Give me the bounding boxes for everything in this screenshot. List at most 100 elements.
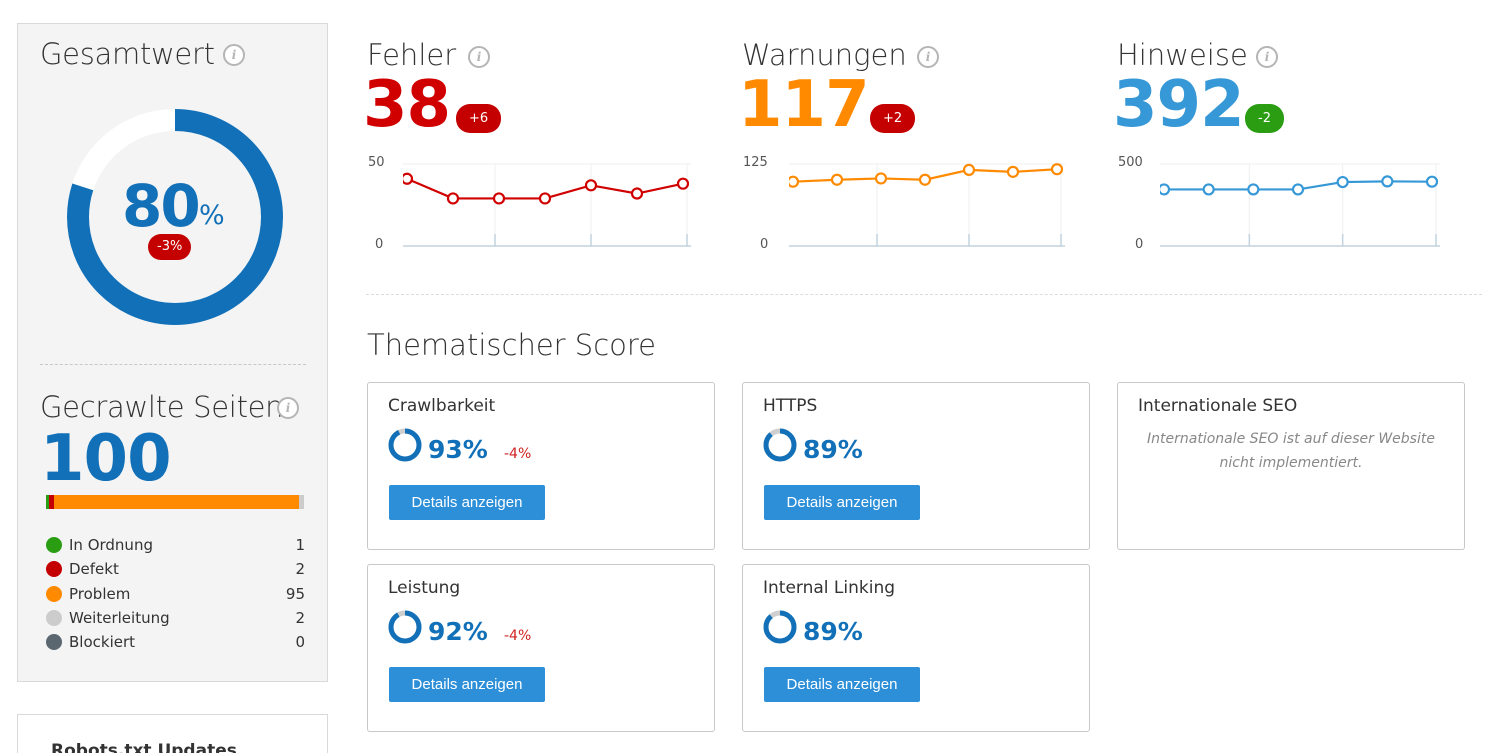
ring-arc xyxy=(388,610,422,644)
legend-row[interactable]: In Ordnung 1 xyxy=(46,533,305,557)
notices-trend-chart xyxy=(1160,163,1440,247)
legend-label: Weiterleitung xyxy=(69,609,170,628)
overview-panel: Gesamtwert i 80 % -3% Gecrawlte Seiten i… xyxy=(17,23,328,682)
card-delta: -4% xyxy=(504,446,532,462)
card-score: 92% xyxy=(428,617,488,646)
notices-delta-badge: -2 xyxy=(1245,104,1284,133)
data-point xyxy=(962,163,976,177)
data-point xyxy=(1247,183,1260,196)
bar-segment xyxy=(46,495,49,509)
info-icon[interactable]: i xyxy=(277,397,299,419)
score-ring-icon xyxy=(388,610,422,644)
data-point xyxy=(1381,175,1394,188)
legend-count: 95 xyxy=(285,584,305,603)
data-point xyxy=(1425,175,1439,188)
overall-score-unit: % xyxy=(199,200,225,231)
ring-arc xyxy=(388,428,422,462)
card-score: 89% xyxy=(803,435,863,464)
card-note: Internationale SEO ist auf dieser Websit… xyxy=(1147,431,1435,471)
legend-row[interactable]: Weiterleitung 2 xyxy=(46,606,305,630)
bar-segment xyxy=(298,495,304,509)
score-ring-icon xyxy=(763,428,797,462)
details-button[interactable]: Details anzeigen xyxy=(389,485,545,520)
data-point xyxy=(874,172,888,185)
data-point xyxy=(403,172,414,185)
notices-title: Hinweise xyxy=(1117,38,1248,72)
score-card-https: HTTPS 89% Details anzeigen xyxy=(742,382,1090,550)
errors-trend-chart xyxy=(403,163,691,247)
legend-dot xyxy=(46,585,62,602)
info-icon[interactable]: i xyxy=(468,46,490,68)
panel-divider xyxy=(40,364,306,365)
crawled-pages-legend: In Ordnung 1 Defekt 2 Problem 95 Weiterleitung… xyxy=(46,533,305,654)
donut-arc xyxy=(67,109,283,325)
errors-title: Fehler xyxy=(367,38,457,72)
card-score: 89% xyxy=(803,617,863,646)
legend-count: 2 xyxy=(295,609,305,628)
card-title: HTTPS xyxy=(763,396,818,416)
data-point xyxy=(1202,183,1215,196)
data-point xyxy=(789,175,800,188)
data-point xyxy=(830,173,844,186)
ring-arc xyxy=(763,610,797,644)
ring-arc xyxy=(763,428,797,462)
card-title: Leistung xyxy=(388,578,461,598)
info-icon[interactable]: i xyxy=(917,46,939,68)
details-button[interactable]: Details anzeigen xyxy=(389,667,545,702)
card-delta: -4% xyxy=(504,628,532,644)
legend-label: In Ordnung xyxy=(69,536,153,555)
score-ring-icon xyxy=(388,428,422,462)
card-title: Internal Linking xyxy=(763,578,896,598)
legend-label: Defekt xyxy=(69,560,119,579)
thematic-score-title: Thematischer Score xyxy=(367,328,657,362)
warnings-title: Warnungen xyxy=(742,38,907,72)
data-point xyxy=(1336,175,1349,189)
errors-value: 38 xyxy=(363,68,451,142)
details-button[interactable]: Details anzeigen xyxy=(764,667,920,702)
errors-y-min: 0 xyxy=(375,237,384,252)
score-ring-icon xyxy=(763,610,797,644)
score-card-international-seo: Internationale SEO Internationale SEO is… xyxy=(1117,382,1465,550)
bar-segment xyxy=(53,495,299,509)
data-point xyxy=(538,192,552,205)
section-divider xyxy=(366,294,1482,295)
notices-value: 392 xyxy=(1113,68,1245,142)
legend-label: Blockiert xyxy=(69,633,136,652)
warnings-trend-chart xyxy=(789,163,1065,247)
warnings-delta-badge: +2 xyxy=(870,104,916,133)
data-point xyxy=(584,179,598,192)
overall-score-title: Gesamtwert xyxy=(40,37,215,71)
warnings-y-min: 0 xyxy=(760,237,769,252)
score-card-crawlability: Crawlbarkeit 93% -4% Details anzeigen xyxy=(367,382,715,550)
score-card-internal-linking: Internal Linking 89% Details anzeigen xyxy=(742,564,1090,732)
legend-row[interactable]: Defekt 2 xyxy=(46,557,305,581)
bar-segment xyxy=(48,495,54,509)
data-point xyxy=(1006,165,1020,178)
crawled-pages-bar xyxy=(46,495,304,509)
overall-score-delta-badge: -3% xyxy=(148,234,192,260)
card-score: 93% xyxy=(428,435,488,464)
legend-row[interactable]: Problem 95 xyxy=(46,582,305,606)
legend-count: 0 xyxy=(295,633,305,652)
robots-panel: Robots.txt Updates xyxy=(17,714,328,753)
crawled-pages-count: 100 xyxy=(40,422,172,496)
legend-dot xyxy=(46,610,62,627)
data-point xyxy=(1160,183,1171,196)
notices-y-max: 500 xyxy=(1118,155,1143,170)
card-title: Internationale SEO xyxy=(1138,396,1298,416)
info-icon[interactable]: i xyxy=(1256,46,1278,68)
legend-row[interactable]: Blockiert 0 xyxy=(46,630,305,654)
legend-dot xyxy=(46,634,62,651)
data-point xyxy=(492,192,506,205)
legend-count: 1 xyxy=(295,536,305,555)
info-icon[interactable]: i xyxy=(223,44,245,66)
data-point xyxy=(918,173,932,186)
overall-score-value: 80 xyxy=(122,172,201,240)
details-button[interactable]: Details anzeigen xyxy=(764,485,920,520)
legend-label: Problem xyxy=(69,584,131,603)
robots-title: Robots.txt Updates xyxy=(51,741,237,753)
errors-y-max: 50 xyxy=(368,155,385,170)
legend-count: 2 xyxy=(295,560,305,579)
overall-score-donut xyxy=(67,109,283,325)
data-point xyxy=(1291,183,1305,196)
